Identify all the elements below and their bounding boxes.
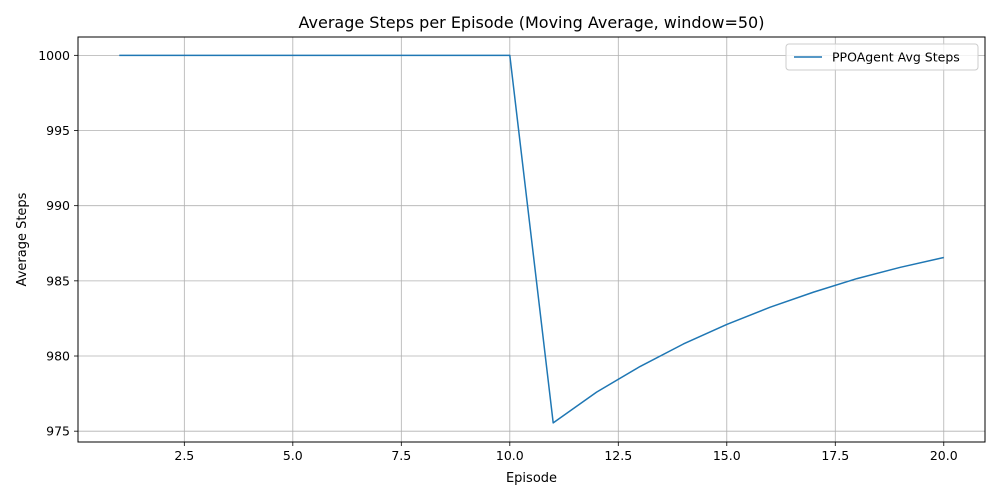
y-axis-label: Average Steps	[15, 192, 30, 286]
legend: PPOAgent Avg Steps	[785, 43, 979, 71]
x-tick-label: 12.5	[604, 448, 632, 463]
y-tick-label: 995	[46, 123, 70, 138]
x-tick-label: 5.0	[283, 448, 303, 463]
chart-title: Average Steps per Episode (Moving Averag…	[299, 13, 765, 32]
x-tick-label: 2.5	[174, 448, 194, 463]
y-tick-label: 1000	[38, 48, 70, 63]
legend-box	[785, 43, 979, 71]
x-axis-label: Episode	[506, 471, 557, 486]
series-lines	[119, 54, 944, 424]
x-tick-label: 20.0	[930, 448, 958, 463]
plot-frame	[77, 36, 986, 443]
x-tick-label: 7.5	[391, 448, 411, 463]
y-tick-label: 975	[46, 424, 70, 439]
x-tick-label: 17.5	[821, 448, 849, 463]
y-tick-label: 985	[46, 273, 70, 288]
legend-label: PPOAgent Avg Steps	[832, 50, 960, 65]
y-tick-label: 990	[46, 198, 70, 213]
y-axis-ticks: 975 980 985 990 995 1000	[38, 48, 78, 439]
x-tick-label: 15.0	[713, 448, 741, 463]
x-tick-label: 10.0	[496, 448, 524, 463]
x-axis-ticks: 2.5 5.0 7.5 10.0 12.5 15.0 17.5 20.0	[174, 442, 958, 463]
series-line	[119, 54, 944, 424]
y-tick-label: 980	[46, 349, 70, 364]
